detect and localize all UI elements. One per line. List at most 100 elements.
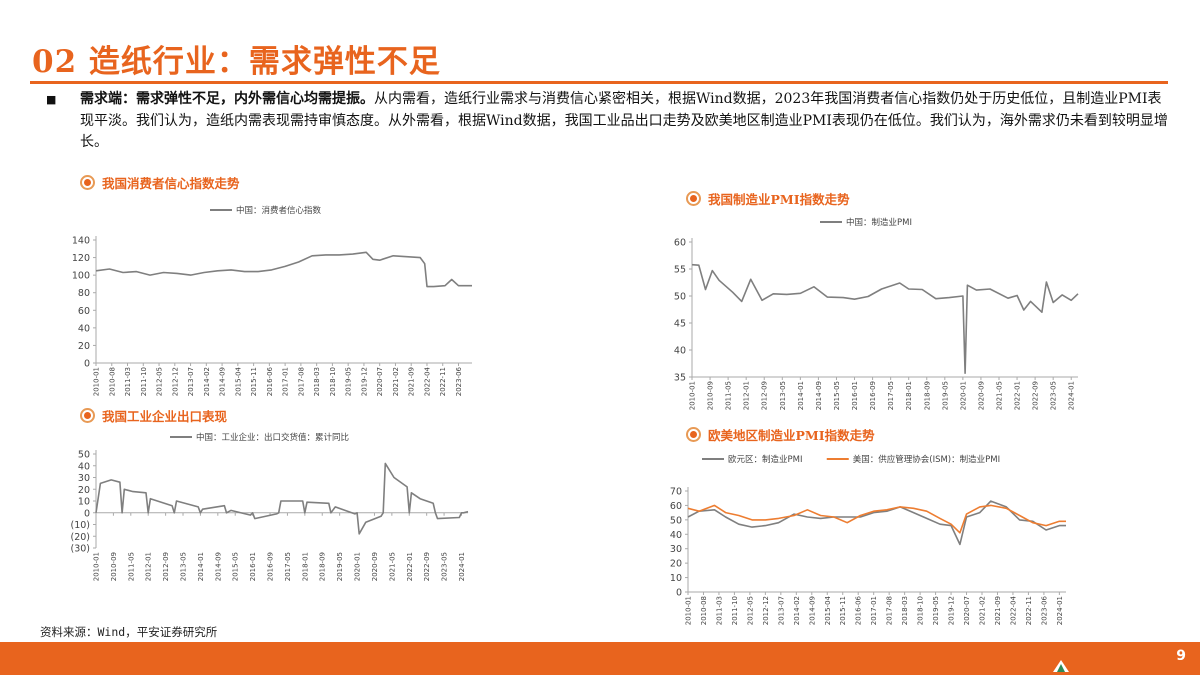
x-tick-label: 2018-09	[319, 552, 327, 581]
y-tick-label: 30	[670, 544, 682, 555]
x-tick-label: 2017-08	[297, 367, 305, 396]
x-tick-label: 2020-09	[371, 552, 379, 581]
series-line	[687, 504, 1066, 534]
y-tick-label: 30	[78, 473, 90, 484]
x-tick-label: 2023-05	[441, 552, 449, 581]
x-tick-label: 2019-05	[336, 552, 344, 581]
x-tick-label: 2013-05	[180, 552, 188, 581]
x-tick-label: 2010-01	[93, 367, 101, 396]
legend-label: 中国：消费者信心指数	[236, 205, 322, 216]
x-tick-label: 2021-09	[408, 367, 416, 396]
x-tick-label: 2013-07	[777, 596, 785, 625]
series-line	[691, 263, 1079, 374]
x-tick-label: 2016-09	[267, 552, 275, 581]
x-tick-label: 2018-10	[917, 596, 925, 625]
x-tick-label: 2014-02	[793, 596, 801, 625]
series-line	[687, 500, 1066, 546]
y-tick-label: 10	[670, 573, 682, 584]
y-tick-label: 80	[78, 288, 90, 299]
x-tick-label: 2010-01	[689, 381, 697, 410]
x-tick-label: 2017-05	[887, 381, 895, 410]
y-tick-label: 100	[72, 271, 90, 282]
chart-heading-euro-us-pmi: 欧美地区制造业PMI指数走势	[686, 425, 875, 444]
y-tick-label: 0	[84, 508, 90, 519]
x-tick-label: 2015-04	[234, 366, 242, 396]
x-tick-label: 2012-05	[156, 367, 164, 396]
x-tick-label: 2011-03	[124, 367, 132, 396]
title-divider	[30, 81, 1168, 84]
x-tick-label: 2023-05	[1050, 381, 1058, 410]
series-line	[95, 251, 472, 288]
x-tick-label: 2018-03	[313, 367, 321, 396]
x-tick-label: 2016-01	[249, 552, 257, 581]
y-tick-label: 40	[670, 530, 682, 541]
source-note: 资料来源：Wind，平安证券研究所	[40, 625, 218, 639]
x-tick-label: 2016-01	[851, 381, 859, 410]
x-tick-label: 2024-01	[1068, 381, 1076, 410]
legend-label: 美国：供应管理协会(ISM)：制造业PMI	[853, 454, 1000, 465]
x-tick-label: 2015-04	[824, 595, 832, 625]
x-tick-label: 2020-01	[354, 552, 362, 581]
x-tick-label: 2021-05	[995, 381, 1003, 410]
summary-body: 从内需看，造纸行业需求与消费信心紧密相关，根据Wind数据，2023年我国消费者…	[80, 91, 1168, 150]
y-tick-label: 45	[674, 319, 686, 330]
x-tick-label: 2019-12	[360, 367, 368, 396]
x-tick-label: 2019-05	[932, 596, 940, 625]
summary-paragraph: 需求端：需求弹性不足，内外需信心均需提振。从内需看，造纸行业需求与消费信心紧密相…	[80, 89, 1168, 154]
y-tick-label: 55	[674, 265, 686, 276]
x-tick-label: 2018-03	[901, 596, 909, 625]
y-tick-label: 20	[78, 341, 90, 352]
y-tick-label: 35	[674, 373, 686, 384]
x-tick-label: 2017-05	[284, 552, 292, 581]
x-tick-label: 2010-01	[93, 552, 101, 581]
x-tick-label: 2010-09	[110, 552, 118, 581]
y-tick-label: 70	[670, 487, 682, 498]
x-tick-label: 2014-01	[197, 552, 205, 581]
x-tick-label: 2011-05	[127, 552, 135, 581]
x-tick-label: 2015-11	[250, 367, 258, 396]
x-tick-label: 2016-06	[266, 366, 274, 396]
x-tick-label: 2012-05	[746, 596, 754, 625]
y-tick-label: 50	[674, 292, 686, 303]
x-tick-label: 2016-06	[855, 595, 863, 625]
x-tick-label: 2024-01	[458, 552, 466, 581]
y-tick-label: 50	[78, 450, 90, 461]
summary-lead: 需求端：需求弹性不足，内外需信心均需提振。	[80, 91, 374, 107]
y-tick-label: 50	[670, 515, 682, 526]
x-tick-label: 2017-01	[870, 596, 878, 625]
x-tick-label: 2022-09	[423, 552, 431, 581]
x-tick-label: 2018-01	[301, 552, 309, 581]
target-circle-icon	[686, 191, 701, 206]
x-tick-label: 2019-05	[941, 381, 949, 410]
x-tick-label: 2020-07	[963, 596, 971, 625]
chart-euro-us-pmi: 0 10 20 30 40 50 60 70 2010-01 2010-08 2011-03 2011…	[670, 454, 1066, 625]
x-tick-label: 2018-09	[923, 381, 931, 410]
x-tick-label: 2015-11	[839, 596, 847, 625]
x-tick-label: 2011-10	[140, 367, 148, 396]
y-tick-label: 40	[78, 323, 90, 334]
x-tick-label: 2014-09	[214, 552, 222, 581]
x-tick-label: 2015-05	[833, 381, 841, 410]
x-tick-label: 2023-06	[455, 366, 463, 396]
x-tick-label: 2013-07	[187, 367, 195, 396]
x-tick-label: 2022-09	[1032, 381, 1040, 410]
x-tick-label: 2021-09	[994, 596, 1002, 625]
x-tick-label: 2012-09	[162, 552, 170, 581]
x-tick-label: 2020-07	[376, 367, 384, 396]
x-tick-label: 2020-01	[959, 381, 967, 410]
x-tick-label: 2021-02	[392, 367, 400, 396]
y-tick-label: 0	[676, 588, 682, 599]
company-logo-icon	[1053, 660, 1069, 672]
x-tick-label: 2020-09	[977, 381, 985, 410]
y-tick-label: 10	[78, 497, 90, 508]
x-tick-label: 2017-08	[886, 596, 894, 625]
x-tick-label: 2017-01	[282, 367, 290, 396]
chart-heading-industrial-exports: 我国工业企业出口表现	[80, 406, 227, 425]
x-tick-label: 2010-09	[707, 381, 715, 410]
x-tick-label: 2014-02	[203, 367, 211, 396]
chart-consumer-confidence: 0 20 40 60 80 100 120 140 2010-01 2010-08 2011-03 2…	[72, 205, 472, 396]
y-tick-label: 0	[84, 359, 90, 370]
x-tick-label: 2011-03	[715, 596, 723, 625]
x-tick-label: 2010-08	[700, 596, 708, 625]
